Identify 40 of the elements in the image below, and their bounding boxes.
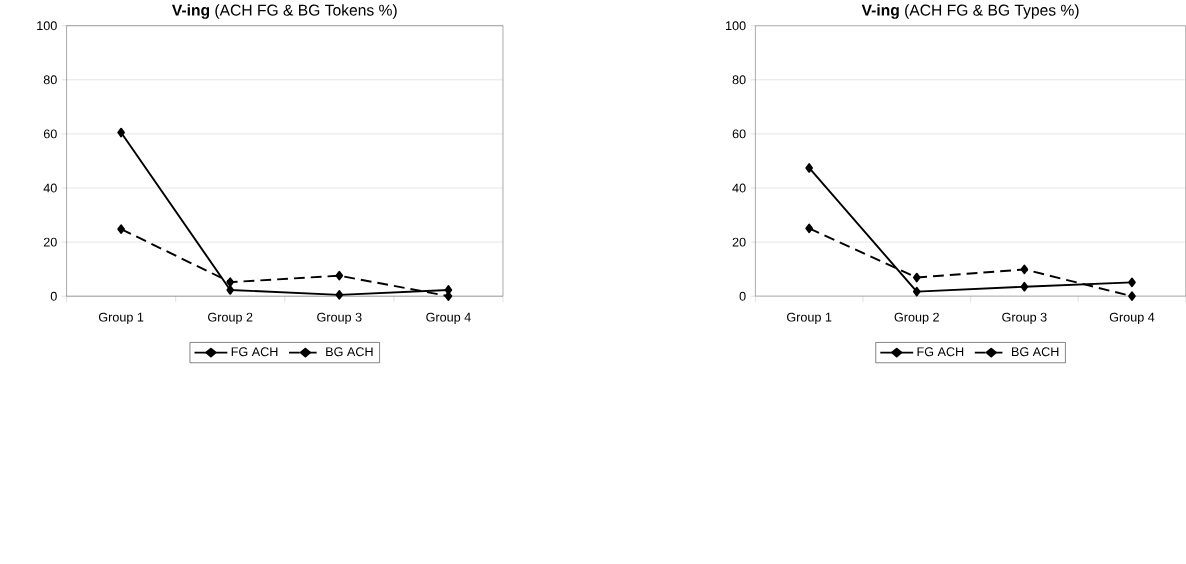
point xyxy=(1020,264,1029,275)
point xyxy=(1020,281,1029,292)
y-tick-label: 60 xyxy=(732,129,746,139)
point xyxy=(805,223,814,234)
legend-label: BG ACH xyxy=(1012,347,1059,357)
y-tick-label: 80 xyxy=(732,75,746,85)
y-tick-label: 100 xyxy=(726,21,746,31)
point xyxy=(117,127,125,138)
point xyxy=(117,224,125,234)
x-tick-label: Group 3 xyxy=(317,312,362,325)
y-tick-label: 0 xyxy=(50,291,57,301)
point xyxy=(226,285,235,295)
legend-label: FG ACH xyxy=(917,347,964,357)
point xyxy=(335,290,344,300)
legend-label: FG ACH xyxy=(231,347,278,357)
point xyxy=(335,270,344,281)
legend-label: BG ACH xyxy=(326,347,373,357)
point xyxy=(226,277,235,287)
x-tick-label: Group 4 xyxy=(1109,312,1155,325)
y-tick-label: 20 xyxy=(43,237,57,247)
y-tick-label: 100 xyxy=(37,21,57,31)
point xyxy=(1128,277,1136,288)
y-tick-label: 0 xyxy=(739,291,746,301)
chart-title: V-ing (ACH FG & BG Types %) xyxy=(861,4,1079,19)
point xyxy=(805,163,814,173)
y-tick-label: 60 xyxy=(43,129,57,139)
point xyxy=(912,272,921,283)
x-tick-label: Group 1 xyxy=(787,312,832,325)
y-tick-label: 20 xyxy=(732,237,746,247)
y-tick-label: 40 xyxy=(43,183,57,193)
x-tick-label: Group 1 xyxy=(98,312,144,325)
y-tick-label: 80 xyxy=(43,75,57,85)
x-tick-label: Group 2 xyxy=(208,312,253,325)
y-tick-label: 40 xyxy=(732,183,746,193)
x-tick-label: Group 4 xyxy=(426,312,471,325)
point xyxy=(912,286,921,297)
x-tick-label: Group 2 xyxy=(894,312,939,325)
chart-title: V-ing (ACH FG & BG Tokens %) xyxy=(171,4,397,19)
point xyxy=(1128,291,1136,302)
x-tick-label: Group 3 xyxy=(1002,312,1047,325)
